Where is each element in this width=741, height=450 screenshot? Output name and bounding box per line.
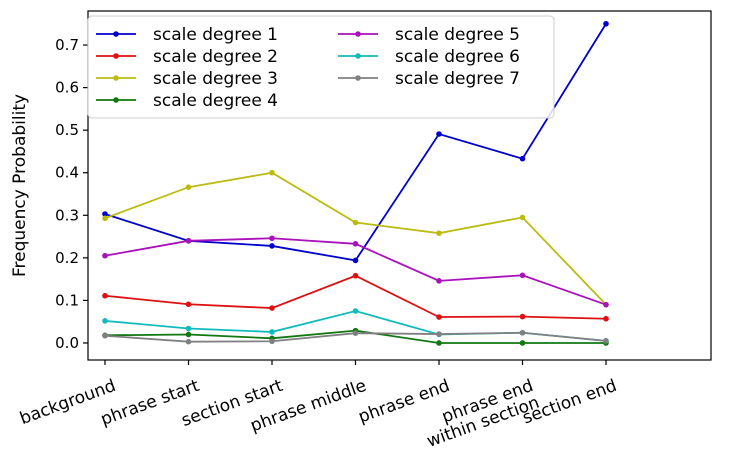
data-point [519, 313, 526, 320]
y-axis-label: Frequency Probability [10, 94, 30, 277]
data-point [102, 215, 108, 222]
y-tick-label: 0.2 [55, 249, 79, 267]
data-point [269, 243, 275, 249]
legend-label: scale degree 1 [153, 25, 278, 45]
series-2 [102, 272, 609, 322]
y-tick-label: 0.7 [55, 36, 79, 54]
legend-marker [113, 31, 119, 37]
data-point [519, 214, 526, 221]
data-point [269, 338, 275, 345]
data-point [102, 318, 108, 324]
data-point [352, 257, 359, 264]
y-axis: 0.0 0.1 0.2 0.3 0.4 0.5 0.6 0.7 [55, 36, 88, 352]
legend-item: scale degree 2 [96, 47, 278, 67]
series-3 [102, 169, 609, 308]
data-point [185, 338, 192, 345]
data-point [185, 238, 192, 244]
plot-frame [87, 10, 712, 361]
legend-label: scale degree 5 [395, 25, 520, 45]
data-point [352, 219, 359, 226]
legend-label: scale degree 4 [153, 91, 278, 111]
data-point [352, 272, 359, 279]
data-point [102, 332, 108, 339]
data-point [519, 272, 526, 279]
y-tick-label: 0.4 [55, 164, 79, 182]
data-point [519, 329, 526, 336]
data-point [185, 331, 192, 338]
data-point [436, 331, 442, 337]
data-point [352, 241, 359, 247]
data-point [603, 20, 609, 27]
data-point [102, 252, 108, 259]
series-line [104, 310, 607, 342]
data-point [436, 340, 442, 346]
legend-marker [355, 75, 361, 81]
data-point [603, 301, 609, 308]
legend-item: scale degree 3 [96, 69, 278, 89]
data-point [436, 131, 442, 137]
series-5 [102, 235, 609, 308]
y-tick-label: 0.5 [55, 121, 79, 139]
data-point [102, 292, 108, 299]
data-point [603, 338, 609, 344]
series-layer [102, 20, 609, 346]
legend-item: scale degree 1 [96, 25, 278, 45]
data-point [436, 278, 442, 284]
data-point [436, 230, 442, 236]
legend-marker [113, 53, 119, 59]
data-point [352, 308, 359, 314]
data-point [519, 340, 526, 346]
legend-marker [355, 31, 361, 37]
legend-label: scale degree 6 [395, 47, 520, 67]
data-point [352, 330, 359, 336]
legend-item: scale degree 6 [338, 47, 520, 67]
data-point [185, 325, 192, 332]
data-point [269, 169, 275, 176]
legend-marker [355, 53, 361, 59]
legend-marker [113, 75, 119, 81]
data-point [436, 314, 442, 320]
x-tick-label: phrase end [356, 376, 453, 428]
y-tick-label: 0.3 [55, 206, 79, 224]
data-point [185, 184, 192, 191]
legend-label: scale degree 7 [395, 69, 520, 89]
data-point [269, 329, 275, 335]
legend-item: scale degree 4 [96, 91, 278, 111]
y-tick-label: 0.1 [55, 291, 79, 309]
y-tick-label: 0.6 [55, 79, 79, 97]
legend-item: scale degree 5 [338, 25, 520, 45]
series-7 [102, 329, 609, 345]
legend-item: scale degree 7 [338, 69, 520, 89]
series-6 [102, 308, 609, 344]
data-point [519, 155, 526, 162]
data-point [185, 301, 192, 308]
data-point [102, 211, 108, 217]
legend-box [87, 15, 555, 119]
data-point [269, 305, 275, 311]
legend-label: scale degree 2 [153, 47, 278, 67]
data-point [603, 315, 609, 322]
series-line [104, 237, 607, 306]
y-tick-label: 0.0 [55, 334, 79, 352]
data-point [269, 235, 275, 242]
legend-label: scale degree 3 [153, 69, 278, 89]
legend-marker [113, 97, 119, 103]
